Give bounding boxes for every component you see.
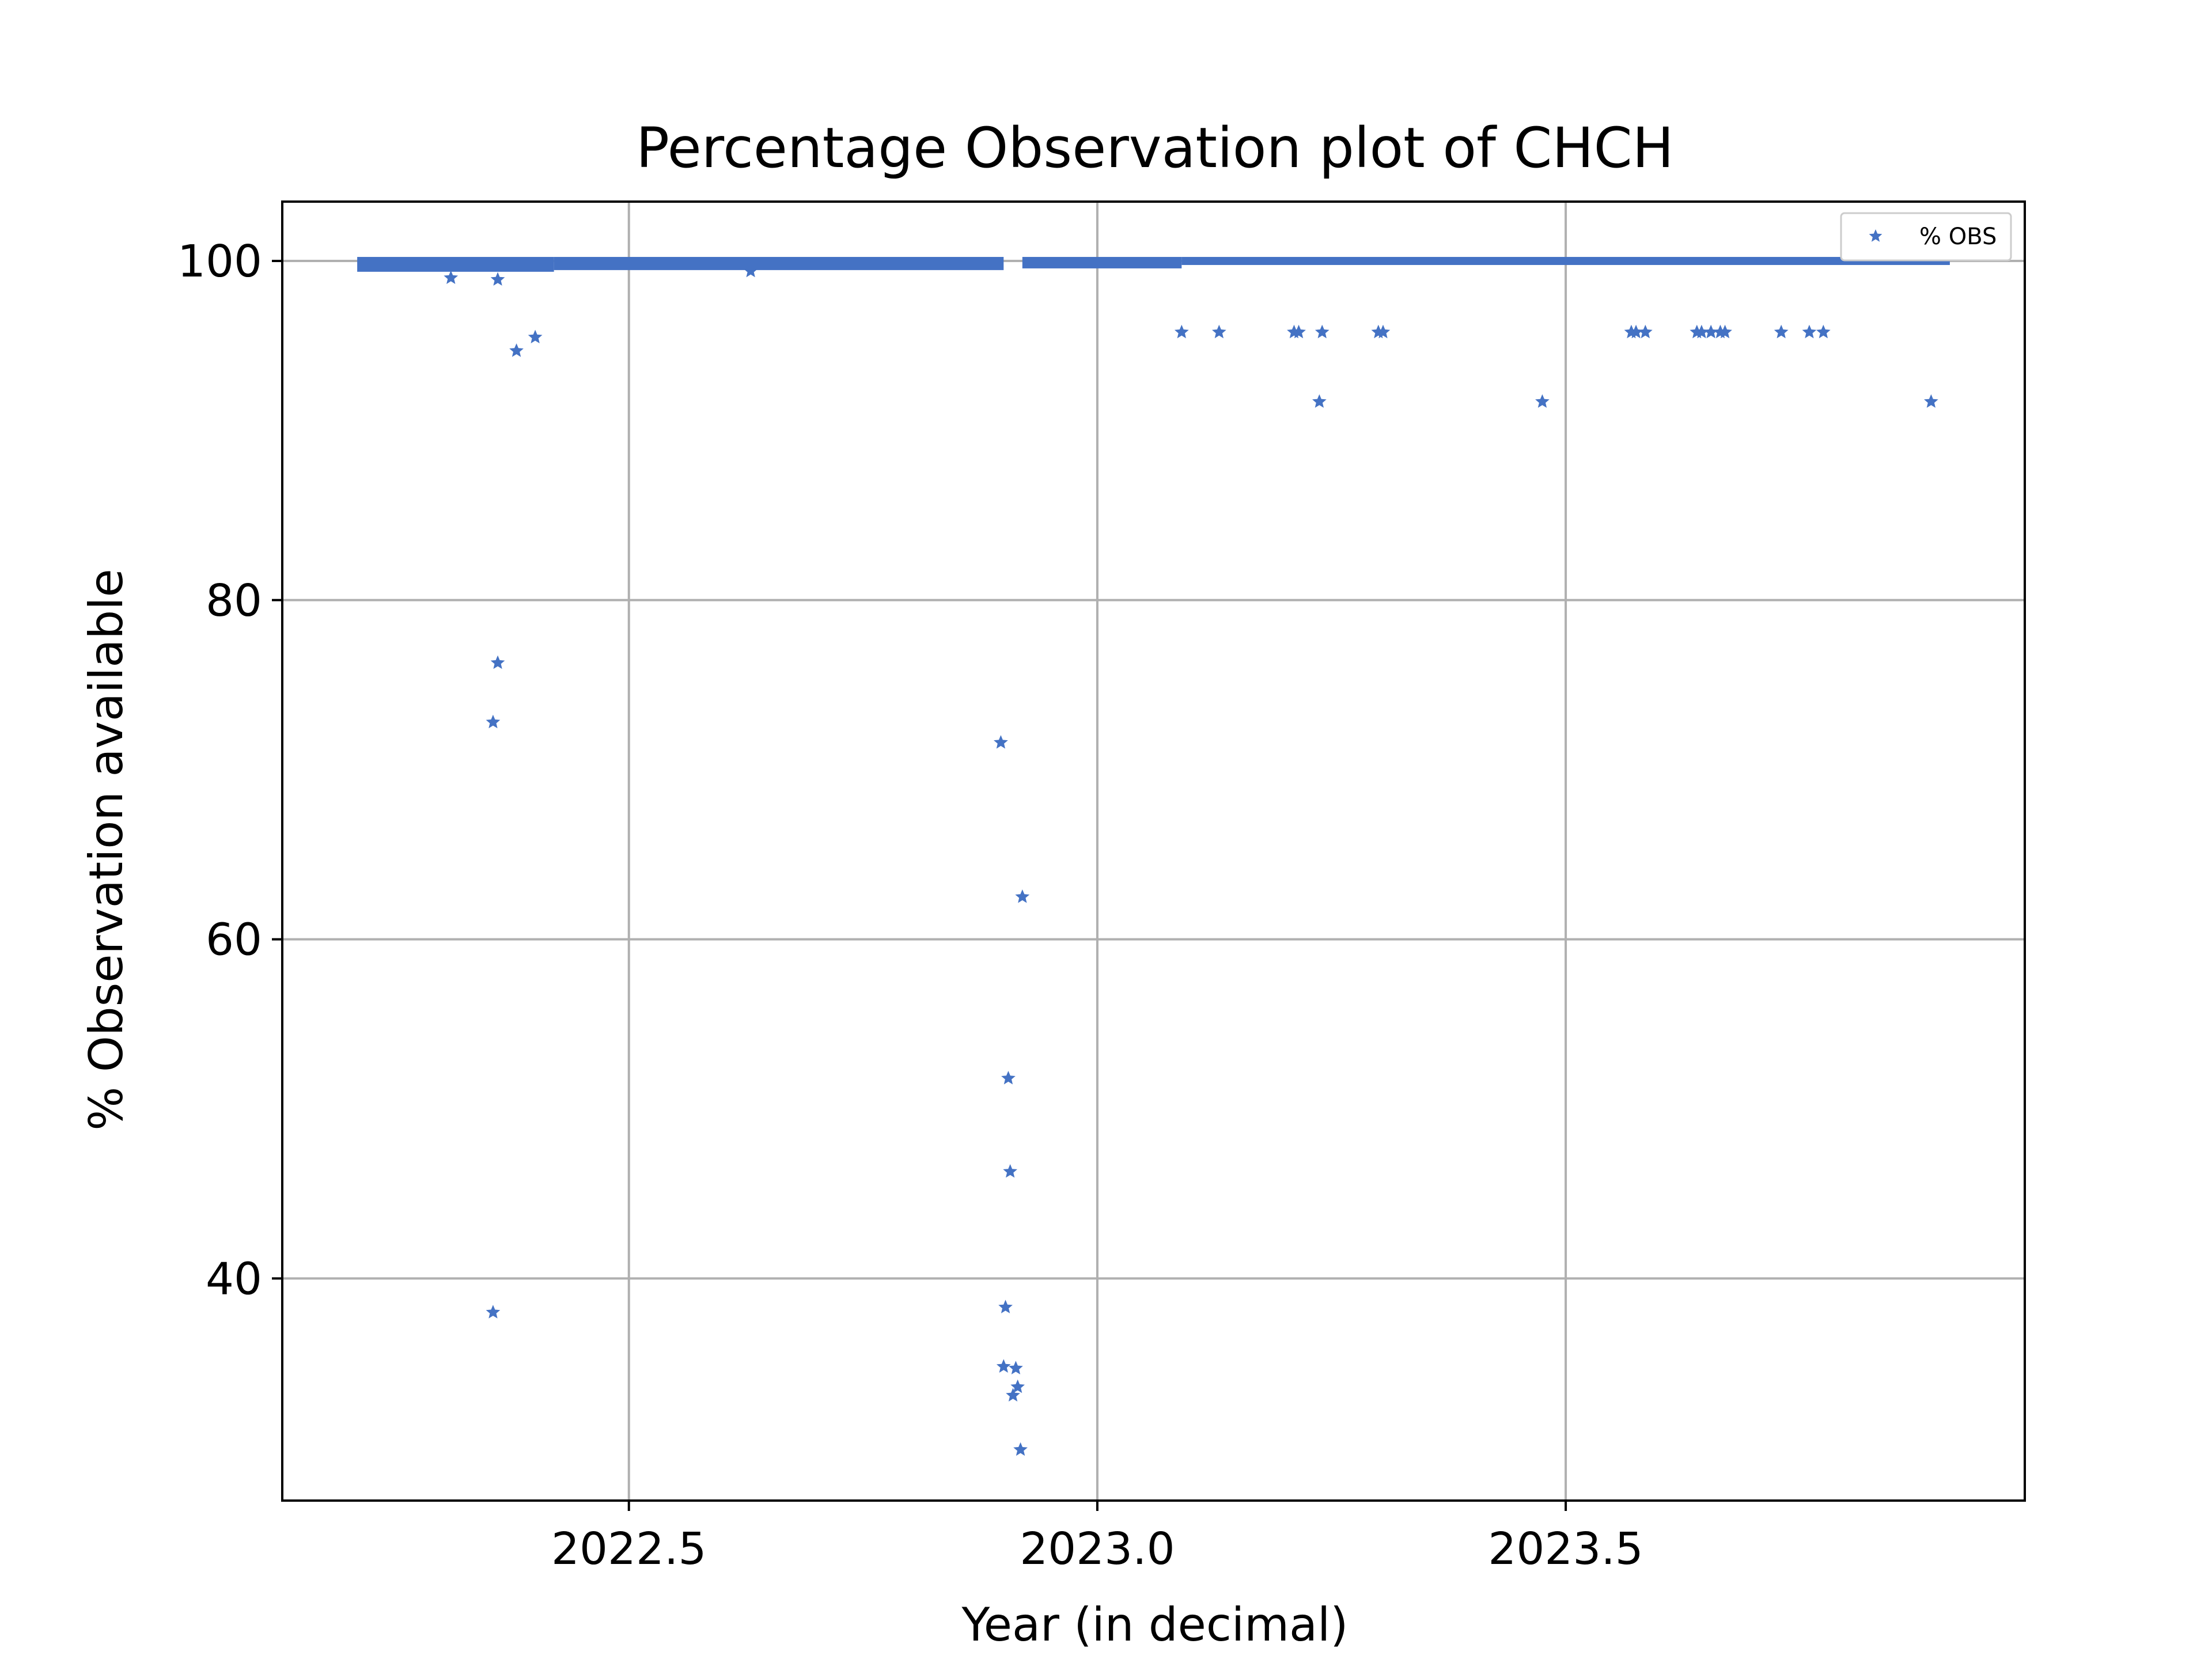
x-axis-ticks: 2022.5 2023.0 2023.5 — [551, 1501, 1643, 1575]
data-points — [444, 263, 1938, 1456]
baseline-segment — [357, 257, 554, 272]
data-point — [1003, 1164, 1017, 1178]
legend: % OBS — [1840, 212, 2012, 262]
data-point — [743, 263, 758, 278]
data-point — [1628, 324, 1643, 339]
data-point — [528, 329, 543, 343]
x-tick-label: 2023.0 — [1020, 1524, 1175, 1575]
data-point — [444, 270, 459, 284]
data-point — [1774, 324, 1789, 339]
y-tick-label: 80 — [206, 575, 262, 627]
data-point — [486, 714, 501, 729]
data-point — [994, 735, 1008, 749]
data-point — [1703, 324, 1718, 339]
data-point — [1802, 324, 1817, 339]
data-point — [1694, 324, 1709, 339]
data-point — [1291, 324, 1306, 339]
data-point — [490, 655, 505, 669]
y-tick-label: 40 — [206, 1253, 262, 1305]
legend-label: % OBS — [1919, 224, 1997, 250]
y-axis-ticks: 40 60 80 100 — [177, 236, 282, 1305]
legend-marker — [1869, 229, 1883, 242]
y-axis-label: % Observation available — [79, 569, 133, 1130]
x-tick-label: 2023.5 — [1488, 1524, 1643, 1575]
data-point — [998, 1300, 1013, 1313]
data-point — [1312, 394, 1327, 408]
data-point — [1001, 1071, 1016, 1085]
data-point — [1010, 1379, 1025, 1393]
data-point — [490, 272, 505, 286]
data-point — [1315, 324, 1330, 339]
data-point — [1009, 1361, 1023, 1374]
chart-title: Percentage Observation plot of CHCH — [636, 116, 1674, 180]
data-point — [1638, 324, 1653, 339]
baseline-segment — [1022, 257, 1182, 268]
data-point — [509, 343, 524, 357]
x-tick-label: 2022.5 — [551, 1524, 706, 1575]
data-point — [1376, 324, 1391, 339]
baseline-segment — [1181, 257, 1950, 266]
data-point — [1013, 1442, 1028, 1456]
data-point — [1718, 324, 1732, 339]
data-point — [996, 1359, 1011, 1373]
data-point — [1924, 394, 1938, 408]
legend-marker-star — [1869, 229, 1883, 242]
data-point — [1816, 324, 1831, 339]
x-axis-label: Year (in decimal) — [961, 1598, 1349, 1652]
plot-frame — [281, 200, 2026, 1502]
baseline-band — [357, 257, 1950, 272]
baseline-segment — [554, 257, 1004, 270]
data-point — [1212, 324, 1226, 339]
y-tick-label: 100 — [177, 236, 262, 287]
y-tick-label: 60 — [206, 915, 262, 966]
data-point — [1006, 1388, 1020, 1402]
data-point — [486, 1305, 501, 1319]
data-point — [1535, 394, 1550, 408]
data-point — [1174, 324, 1189, 339]
data-point — [1015, 889, 1030, 903]
legend-box — [1840, 212, 2012, 262]
